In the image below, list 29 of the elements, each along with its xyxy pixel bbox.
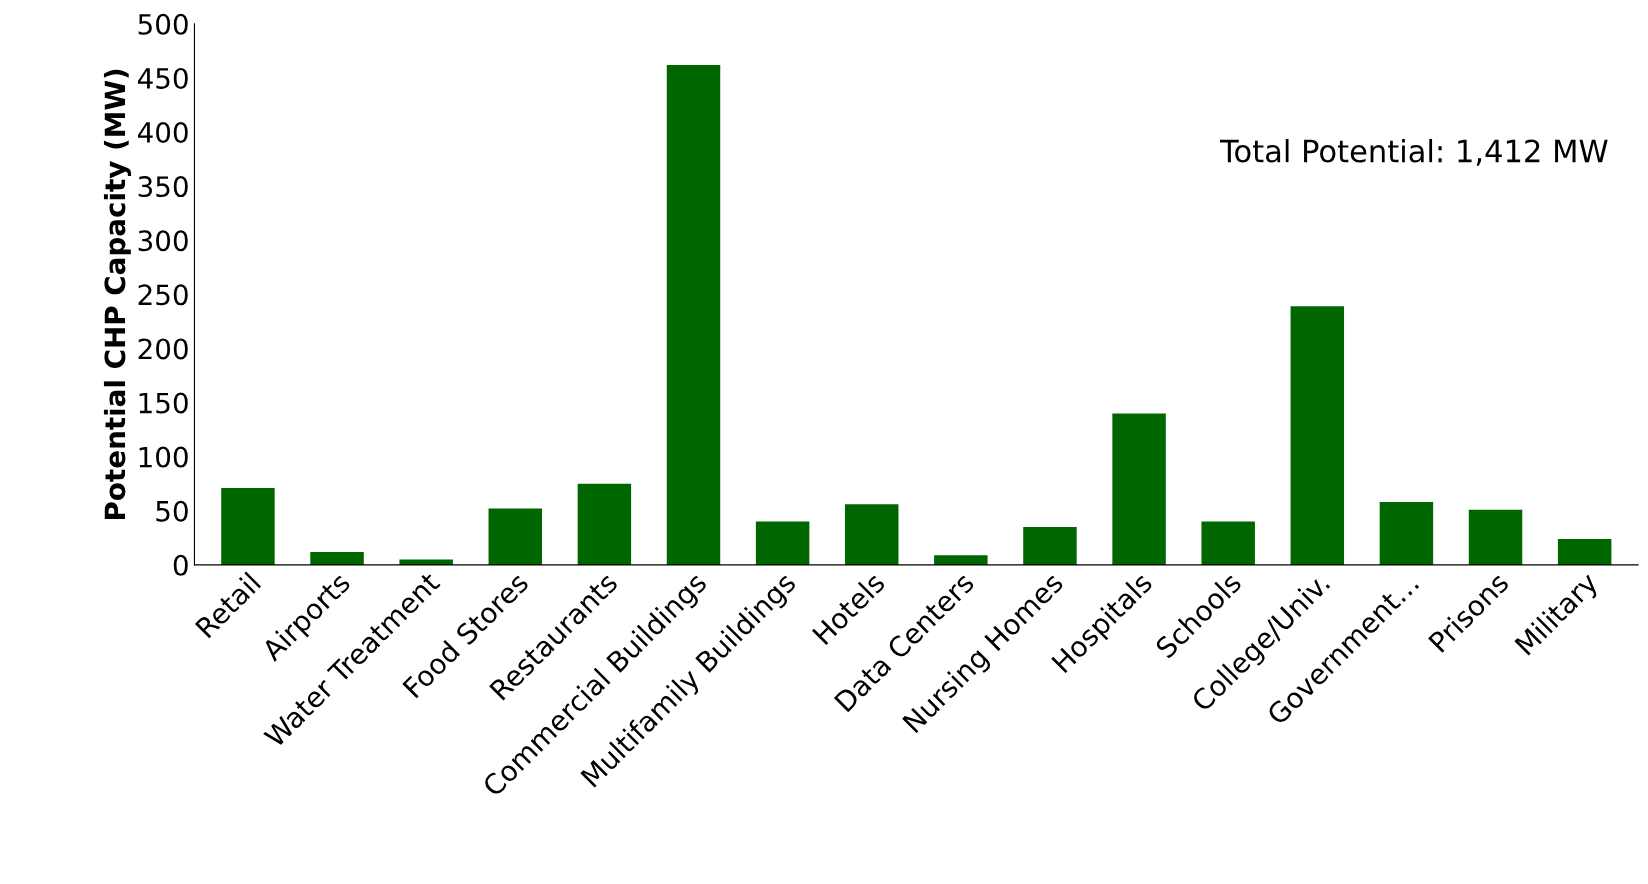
bar: [1468, 509, 1523, 565]
bar: [399, 559, 453, 565]
bar: [845, 504, 899, 565]
bar: [488, 508, 543, 565]
y-tick-label: 100: [139, 446, 188, 468]
y-tick-label: 450: [137, 67, 188, 89]
y-tick-label: 300: [138, 230, 188, 252]
y-tick-label: 500: [138, 13, 188, 35]
annotation: Total Potential: 1,412 MW: [1219, 138, 1608, 166]
bar: [1201, 521, 1255, 565]
y-tick-label: 400: [137, 122, 188, 144]
y-tick-label: 0: [173, 554, 188, 576]
bar: [666, 64, 721, 565]
y-tick-label: 350: [138, 176, 188, 198]
y-tick-label: 50: [156, 500, 188, 522]
y-axis-title: Potential CHP Capacity (MW): [103, 69, 132, 519]
y-tick-label: 250: [138, 284, 188, 306]
y-tick-label: 200: [138, 338, 188, 360]
bar: [310, 551, 364, 565]
bar: [1023, 527, 1077, 565]
bar: [221, 488, 275, 565]
bar: [577, 483, 632, 565]
bar: [755, 521, 810, 565]
bar: [1379, 502, 1434, 565]
bar: [1112, 413, 1166, 565]
bar: [1557, 538, 1612, 565]
bar: [934, 555, 988, 565]
y-tick-label: 150: [139, 392, 188, 414]
bar: [1290, 306, 1345, 565]
